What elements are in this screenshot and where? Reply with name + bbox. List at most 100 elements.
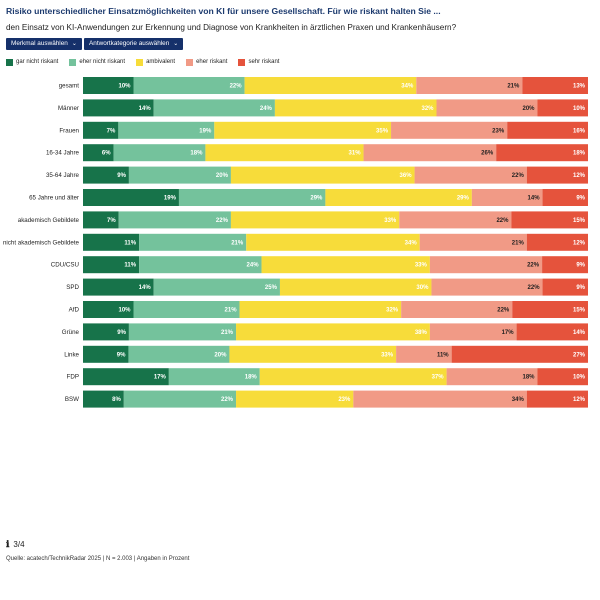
value-label: 16%	[573, 128, 586, 134]
antwort-dropdown[interactable]: Antwortkategorie auswählen ⌄	[84, 38, 184, 50]
bar-row: AfD 10% 21% 32% 22% 15%	[69, 301, 588, 318]
bar-segment-ambivalent	[246, 233, 420, 251]
value-label: 34%	[401, 84, 414, 90]
value-label: 10%	[118, 84, 131, 90]
chart-title: Risiko unterschiedlicher Einsatzmöglichk…	[6, 6, 441, 16]
bar-segment-ambivalent	[239, 301, 402, 318]
value-label: 19%	[164, 196, 177, 202]
value-label: 20%	[522, 106, 535, 112]
value-label: 14%	[139, 106, 152, 112]
category-label: akademisch Gebildete	[18, 217, 80, 224]
legend-label: sehr riskant	[248, 58, 280, 65]
antwort-dropdown-label: Antwortkategorie auswählen	[89, 40, 170, 47]
source-note: Quelle: acatech/TechnikRadar 2025 | N = …	[6, 556, 190, 562]
category-label: gesamt	[59, 83, 80, 90]
legend-item-eher-nicht-riskant: eher nicht riskant	[69, 57, 125, 67]
category-label: nicht akademisch Gebildete	[3, 239, 80, 246]
bar-segment-ambivalent	[274, 99, 437, 117]
merkmal-dropdown-label: Merkmal auswählen	[11, 40, 68, 47]
value-label: 35%	[376, 128, 389, 134]
value-label: 37%	[432, 375, 445, 381]
value-label: 20%	[214, 352, 227, 358]
bar-segment-gar-nicht-riskant	[83, 278, 154, 296]
bar-segment-eher-nicht-riskant	[153, 99, 275, 117]
value-label: 18%	[245, 375, 258, 381]
value-label: 22%	[221, 397, 234, 403]
bar-segment-gar-nicht-riskant	[83, 99, 154, 117]
bar-row: Männer 14% 24% 32% 20% 10%	[58, 99, 588, 117]
legend-item-gar-nicht-riskant: gar nicht riskant	[6, 57, 58, 67]
page-indicator: ℹ 3/4	[6, 539, 25, 550]
legend-item-eher-riskant: eher riskant	[186, 57, 227, 67]
bar-row: 65 Jahre und älter 19% 29% 29% 14% 9%	[29, 189, 588, 206]
bar-segment-eher-riskant	[396, 345, 452, 363]
value-label: 22%	[528, 285, 541, 291]
bar-segment-gar-nicht-riskant	[83, 345, 129, 363]
value-label: 9%	[117, 352, 126, 358]
value-label: 32%	[421, 106, 434, 112]
value-label: 6%	[102, 151, 111, 157]
value-label: 9%	[576, 285, 585, 291]
merkmal-dropdown[interactable]: Merkmal auswählen ⌄	[6, 38, 82, 50]
legend-item-ambivalent: ambivalent	[136, 57, 175, 67]
bar-segment-ambivalent	[261, 256, 430, 274]
value-label: 31%	[349, 151, 362, 157]
value-label: 27%	[573, 352, 586, 358]
value-label: 21%	[507, 84, 520, 90]
value-label: 34%	[405, 240, 418, 246]
chevron-down-icon: ⌄	[71, 41, 77, 47]
category-label: Männer	[58, 105, 79, 112]
bar-segment-eher-nicht-riskant	[133, 77, 245, 94]
bar-segment-sehr-riskant	[542, 189, 588, 206]
bar-segment-eher-riskant	[419, 233, 527, 251]
bar-segment-gar-nicht-riskant	[83, 166, 129, 184]
value-label: 22%	[497, 308, 510, 314]
category-label: SPD	[66, 284, 79, 291]
value-label: 30%	[416, 285, 429, 291]
value-label: 33%	[415, 263, 428, 269]
bar-segment-sehr-riskant	[512, 301, 588, 318]
bar-segment-gar-nicht-riskant	[83, 121, 119, 139]
bar-segment-eher-nicht-riskant	[133, 301, 240, 318]
value-label: 36%	[400, 173, 413, 179]
value-label: 34%	[512, 397, 525, 403]
bar-segment-sehr-riskant	[542, 256, 588, 274]
bar-segment-eher-riskant	[471, 189, 543, 206]
bar-segment-eher-nicht-riskant	[178, 189, 326, 206]
bar-segment-gar-nicht-riskant	[83, 189, 179, 206]
bar-segment-eher-nicht-riskant	[139, 233, 247, 251]
bar-segment-gar-nicht-riskant	[83, 301, 134, 318]
bar-row: FDP 17% 18% 37% 18% 10%	[67, 368, 588, 386]
bar-segment-eher-riskant	[431, 278, 543, 296]
bar-segment-sehr-riskant	[507, 121, 588, 139]
legend-swatch	[136, 58, 144, 66]
value-label: 25%	[265, 285, 278, 291]
value-label: 22%	[230, 84, 243, 90]
value-label: 22%	[216, 218, 229, 224]
category-label: AfD	[69, 307, 80, 314]
bar-segment-gar-nicht-riskant	[83, 144, 114, 162]
bar-segment-eher-riskant	[401, 301, 513, 318]
value-label: 11%	[124, 263, 136, 269]
value-label: 22%	[496, 218, 509, 224]
bar-segment-sehr-riskant	[511, 211, 588, 229]
bar-row: akademisch Gebildete 7% 22% 33% 22% 15%	[18, 211, 588, 229]
bar-segment-ambivalent	[236, 390, 354, 408]
value-label: 21%	[231, 240, 244, 246]
category-label: Frauen	[59, 127, 79, 134]
bar-row: 35-64 Jahre 9% 20% 36% 22% 12%	[46, 166, 588, 184]
value-label: 33%	[384, 218, 397, 224]
category-label: 16-34 Jahre	[46, 150, 80, 157]
value-label: 23%	[492, 128, 505, 134]
value-label: 21%	[512, 240, 525, 246]
bar-segment-eher-nicht-riskant	[128, 323, 237, 341]
value-label: 11%	[437, 352, 449, 358]
bar-segment-sehr-riskant	[496, 144, 588, 162]
value-label: 21%	[221, 330, 234, 336]
value-label: 9%	[117, 173, 126, 179]
value-label: 26%	[481, 151, 494, 157]
bar-row: gesamt 10% 22% 34% 21% 13%	[59, 77, 588, 94]
value-label: 9%	[576, 196, 585, 202]
value-label: 29%	[310, 196, 323, 202]
category-label: BSW	[65, 396, 79, 403]
